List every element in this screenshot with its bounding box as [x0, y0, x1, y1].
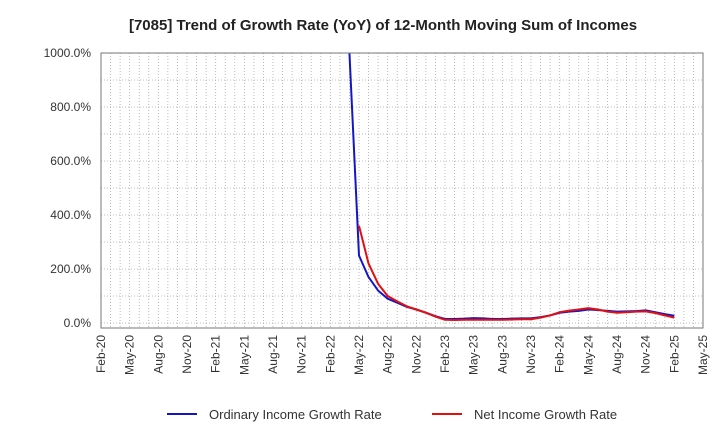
- plot-area: [100, 52, 704, 329]
- x-tick-label: Nov-21: [295, 335, 309, 374]
- x-tick-label: May-25: [696, 335, 710, 375]
- x-tick-label: Nov-23: [524, 335, 538, 374]
- y-tick-label: 600.0%: [50, 154, 91, 168]
- x-tick-label: Feb-20: [94, 335, 108, 373]
- x-tick-label: Feb-24: [553, 335, 567, 373]
- x-tick-label: Nov-22: [409, 335, 423, 374]
- y-tick-label: 400.0%: [50, 208, 91, 222]
- x-axis-labels: Feb-20 May-20 Aug-20 Nov-20 Feb-21 May-21 Aug-…: [94, 335, 710, 375]
- legend: Ordinary Income Growth Rate Net Income G…: [167, 407, 617, 422]
- x-tick-label: Nov-24: [639, 335, 653, 374]
- x-tick-label: Aug-21: [266, 335, 280, 374]
- x-tick-label: Aug-20: [151, 335, 165, 374]
- legend-label-ordinary: Ordinary Income Growth Rate: [209, 407, 382, 422]
- x-tick-label: May-22: [352, 335, 366, 375]
- x-tick-label: May-23: [467, 335, 481, 375]
- x-tick-label: May-20: [123, 335, 137, 375]
- x-tick-label: May-24: [581, 335, 595, 375]
- y-tick-label: 0.0%: [64, 316, 92, 330]
- x-tick-label: Aug-24: [610, 335, 624, 374]
- x-tick-label: Nov-20: [180, 335, 194, 374]
- x-tick-label: Feb-21: [209, 335, 223, 373]
- legend-label-net: Net Income Growth Rate: [474, 407, 617, 422]
- y-tick-label: 200.0%: [50, 262, 91, 276]
- gridlines: [100, 52, 704, 328]
- y-axis-labels: 0.0% 200.0% 400.0% 600.0% 800.0% 1000.0%: [44, 46, 92, 330]
- x-tick-label: Aug-22: [381, 335, 395, 374]
- y-tick-label: 800.0%: [50, 100, 91, 114]
- x-tick-label: Aug-23: [495, 335, 509, 374]
- x-tick-label: May-21: [237, 335, 251, 375]
- x-tick-label: Feb-22: [323, 335, 337, 373]
- x-tick-label: Feb-23: [438, 335, 452, 373]
- series-lines: [348, 52, 675, 322]
- x-tick-label: Feb-25: [667, 335, 681, 373]
- chart-title: [7085] Trend of Growth Rate (YoY) of 12-…: [129, 17, 637, 34]
- series-line-net-income: [358, 225, 675, 322]
- y-tick-label: 1000.0%: [44, 46, 92, 60]
